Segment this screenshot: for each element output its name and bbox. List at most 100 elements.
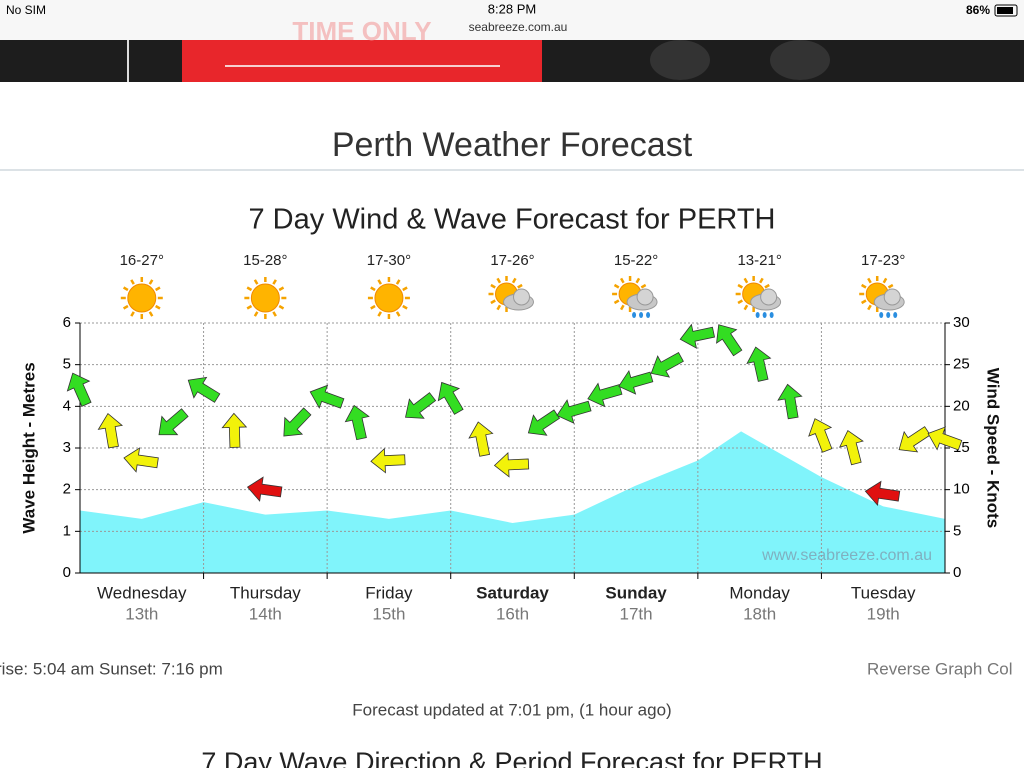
wind-arrow bbox=[587, 382, 623, 408]
cloud bbox=[760, 288, 778, 306]
sun-ray bbox=[867, 304, 872, 311]
sun-ray bbox=[272, 279, 277, 285]
temp-range: 17-30° bbox=[367, 252, 411, 269]
wind-arrow bbox=[123, 447, 159, 473]
weather-icon bbox=[735, 276, 782, 318]
y-tick-label: 6 bbox=[63, 314, 71, 331]
temp-range: 17-26° bbox=[490, 252, 534, 269]
page-title: Perth Weather Forecast bbox=[332, 126, 693, 164]
sun-ray bbox=[613, 283, 620, 289]
sun-ray bbox=[122, 304, 129, 310]
sun-ray bbox=[278, 286, 285, 292]
raindrop bbox=[769, 312, 774, 318]
date-label: 16th bbox=[496, 604, 529, 623]
day-label: Wednesday bbox=[97, 583, 187, 602]
date-label: 18th bbox=[743, 604, 776, 623]
raindrop bbox=[879, 312, 884, 318]
watermark: www.seabreeze.com.au bbox=[761, 547, 932, 564]
sun-ray bbox=[370, 304, 376, 310]
reverse-link[interactable]: Reverse Graph Col bbox=[867, 659, 1013, 678]
sun-ray bbox=[764, 283, 770, 289]
day-label: Friday bbox=[365, 583, 413, 602]
url[interactable]: seabreeze.com.au bbox=[469, 20, 568, 34]
date-label: 17th bbox=[620, 604, 653, 623]
wave-area bbox=[80, 431, 945, 573]
wind-arrow bbox=[898, 426, 931, 453]
weather-icon bbox=[612, 276, 658, 318]
wind-arrow bbox=[370, 447, 406, 474]
next-title: 7 Day Wave Direction & Period Forecast f… bbox=[201, 747, 822, 768]
day-label: Monday bbox=[729, 583, 790, 602]
sun-ray bbox=[148, 279, 154, 285]
y-tick-label: 1 bbox=[63, 522, 71, 539]
sun bbox=[374, 283, 404, 313]
sun-ray bbox=[377, 311, 383, 317]
ad-text: TIME ONLY bbox=[292, 16, 431, 46]
raindrop bbox=[639, 312, 644, 318]
battery-level: 86% bbox=[966, 3, 990, 17]
wind-arrow bbox=[527, 409, 561, 436]
wind-arrow bbox=[97, 412, 123, 449]
ad-banner[interactable]: TIME ONLY bbox=[0, 16, 1024, 82]
day-label: Thursday bbox=[230, 583, 301, 602]
battery-icon bbox=[994, 4, 1018, 17]
wind-arrow bbox=[246, 476, 283, 502]
y2-tick-label: 0 bbox=[953, 564, 961, 581]
wind-arrow bbox=[679, 323, 716, 349]
wind-arrow bbox=[618, 369, 654, 395]
sun-ray bbox=[395, 311, 401, 317]
wind-arrow bbox=[808, 418, 833, 453]
wind-arrow bbox=[66, 372, 92, 407]
day-label: Tuesday bbox=[851, 583, 916, 602]
raindrop bbox=[893, 312, 898, 318]
sun-ray bbox=[122, 286, 129, 292]
sun-ray bbox=[861, 283, 867, 289]
wind-arrow bbox=[650, 352, 684, 378]
sun-ray bbox=[743, 277, 749, 284]
wind-arrow bbox=[777, 383, 803, 420]
ad-wheel bbox=[770, 40, 830, 80]
battery-fill bbox=[997, 7, 1013, 14]
sun-ray bbox=[148, 311, 154, 317]
wind-arrow bbox=[405, 392, 437, 419]
temp-range: 15-28° bbox=[243, 252, 287, 269]
sun-ray bbox=[272, 311, 277, 317]
sun-ray bbox=[517, 283, 523, 289]
y2-tick-label: 5 bbox=[953, 522, 961, 539]
carrier: No SIM bbox=[6, 3, 46, 17]
date-label: 14th bbox=[249, 604, 282, 623]
day-label: Sunday bbox=[605, 583, 667, 602]
sun-ray bbox=[759, 277, 764, 284]
sun-ray bbox=[640, 283, 647, 289]
raindrop bbox=[762, 312, 767, 318]
sun-ray bbox=[155, 304, 161, 310]
temp-range: 15-22° bbox=[614, 252, 658, 269]
raindrop bbox=[886, 312, 891, 318]
y-tick-label: 0 bbox=[63, 564, 71, 581]
sun-ray bbox=[130, 311, 135, 317]
day-label: Saturday bbox=[476, 583, 549, 602]
status-bar bbox=[0, 0, 1024, 40]
weather-icon bbox=[367, 277, 410, 319]
sun-ray bbox=[370, 286, 376, 292]
weather-icon bbox=[488, 276, 534, 312]
sun-ray bbox=[377, 279, 383, 285]
wind-arrow bbox=[344, 404, 370, 441]
sun-ray bbox=[496, 304, 502, 311]
sun-ray bbox=[490, 299, 496, 305]
wind-arrow bbox=[221, 412, 248, 448]
clock: 8:28 PM bbox=[488, 1, 536, 16]
raindrop bbox=[646, 312, 651, 318]
sun-ray bbox=[253, 311, 259, 317]
y2-axis-title: Wind Speed - Knots bbox=[984, 368, 1003, 528]
date-label: 15th bbox=[372, 604, 405, 623]
sun-ray bbox=[246, 304, 253, 310]
wind-arrow bbox=[927, 426, 963, 451]
y-tick-label: 2 bbox=[63, 481, 71, 498]
wind-arrow bbox=[309, 384, 345, 409]
y2-tick-label: 10 bbox=[953, 481, 970, 498]
y2-tick-label: 25 bbox=[953, 356, 970, 373]
sun-ray bbox=[619, 277, 625, 284]
y-axis-title: Wave Height - Metres bbox=[19, 362, 38, 533]
sun-times: rise: 5:04 am Sunset: 7:16 pm bbox=[0, 659, 223, 678]
